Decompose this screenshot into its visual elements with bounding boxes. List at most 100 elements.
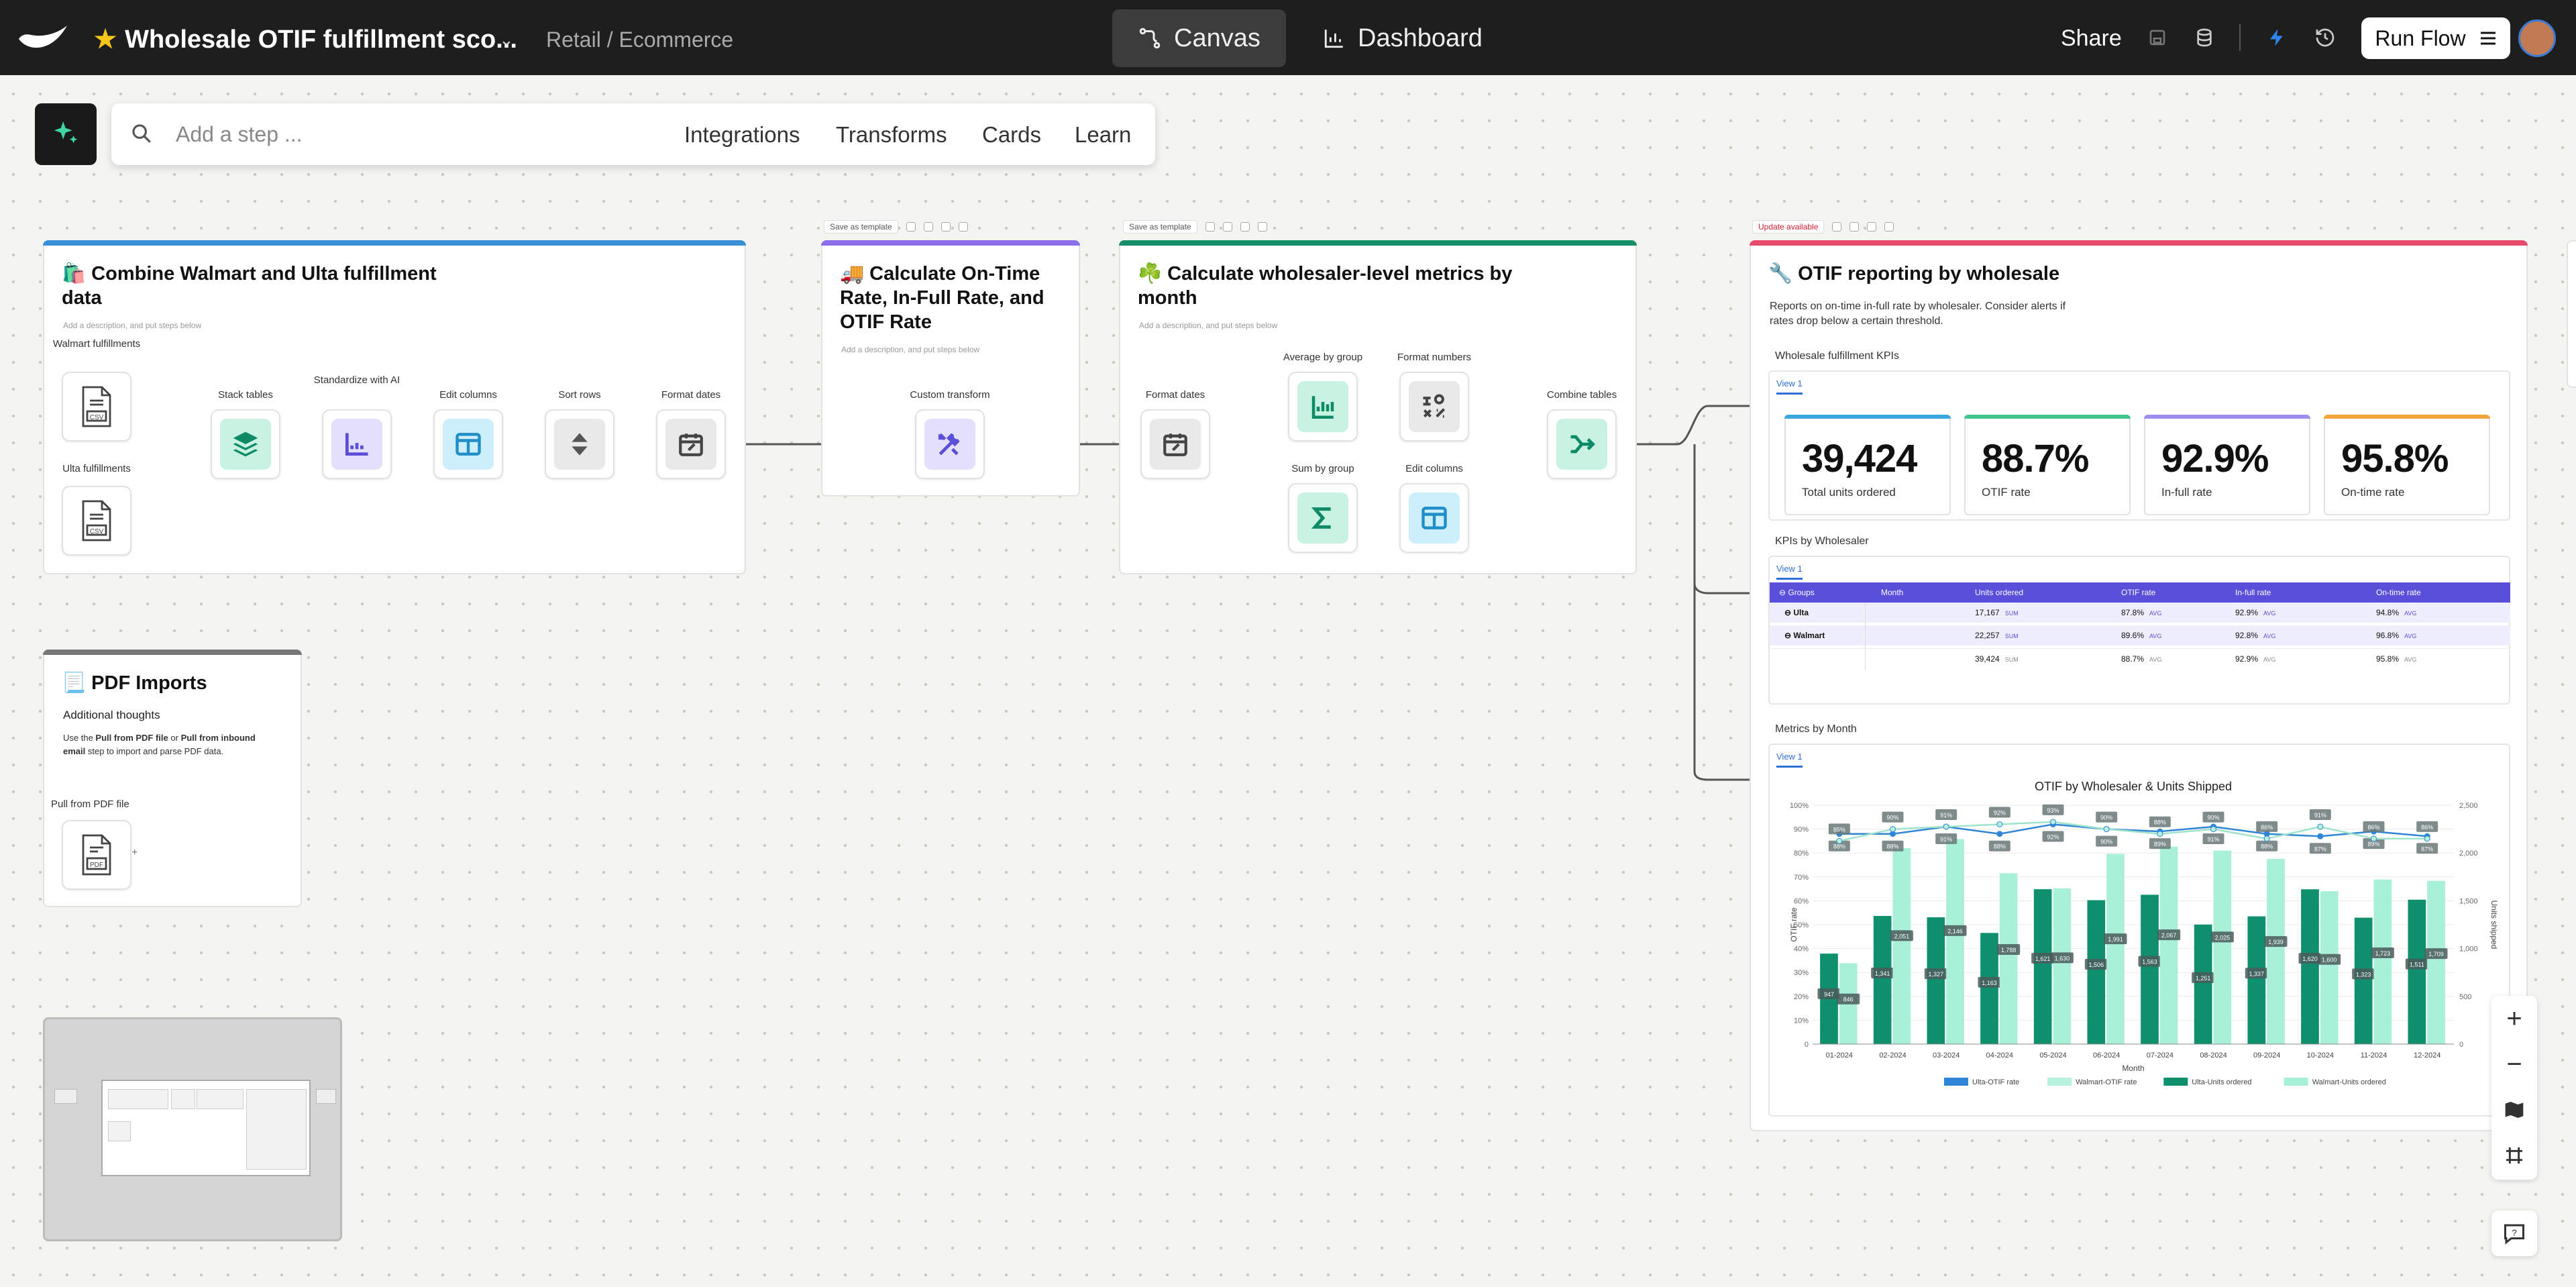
step-format-numbers[interactable] xyxy=(1399,372,1469,442)
chevron-down-icon[interactable]: ⌄ xyxy=(499,30,514,50)
help-button[interactable]: ? xyxy=(2491,1211,2537,1256)
zoom-out-icon[interactable]: − xyxy=(2506,1049,2522,1079)
step-sum-by-group[interactable] xyxy=(1288,483,1358,553)
step-stack-tables[interactable] xyxy=(211,409,280,479)
kpis-title[interactable]: Wholesale fulfillment KPIs xyxy=(1775,350,1899,362)
sigma-icon xyxy=(1297,493,1348,544)
fit-view-icon[interactable] xyxy=(2491,1133,2537,1178)
tool-icon[interactable] xyxy=(906,222,916,231)
column-header[interactable]: OTIF rate xyxy=(2121,588,2156,597)
column-header[interactable]: In-full rate xyxy=(2235,588,2271,597)
step-custom-transform[interactable] xyxy=(915,409,985,479)
card-title[interactable]: 📃 PDF Imports xyxy=(62,672,207,694)
card-description[interactable]: Add a description, and put steps below xyxy=(63,321,202,330)
menu-integrations[interactable]: Integrations xyxy=(684,122,800,147)
palette-icon[interactable] xyxy=(923,222,933,231)
column-header[interactable]: ⊖ Groups xyxy=(1779,588,1815,597)
legend-entry: Walmart-OTIF rate xyxy=(2076,1078,2137,1086)
run-flow-button[interactable]: Run Flow xyxy=(2361,17,2510,59)
kpi-accent xyxy=(1784,415,1951,419)
card-title[interactable]: 🚚 Calculate On-Time Rate, In-Full Rate, a… xyxy=(840,263,1044,333)
menu-cards[interactable]: Cards xyxy=(982,122,1042,147)
chart-title[interactable]: Metrics by Month xyxy=(1775,723,1857,735)
step-average-by-group[interactable] xyxy=(1288,372,1358,442)
bar xyxy=(2141,894,2159,1044)
save-template-button[interactable]: Save as template xyxy=(1123,220,1197,234)
card-title[interactable]: 🔧 OTIF reporting by wholesale xyxy=(1768,263,2060,285)
lightning-icon[interactable] xyxy=(2263,24,2290,51)
column-header[interactable]: Units ordered xyxy=(1975,588,2024,597)
step-walmart-fulfillments[interactable]: CSV xyxy=(62,372,131,442)
map-icon[interactable] xyxy=(2491,1087,2537,1133)
line-point xyxy=(1890,826,1896,833)
step-sort-rows[interactable] xyxy=(545,409,614,479)
trash-icon[interactable] xyxy=(1257,222,1267,231)
step-edit-columns[interactable] xyxy=(1399,483,1469,553)
view-tab[interactable]: View 1 xyxy=(1776,564,1803,580)
card-description[interactable]: Add a description, and put steps below xyxy=(1139,321,1278,330)
save-template-button[interactable]: Save as template xyxy=(824,220,898,234)
kpi-total-units: 39,424 Total units ordered xyxy=(1784,415,1951,515)
step-format-dates[interactable] xyxy=(656,409,726,479)
step-edit-columns[interactable] xyxy=(433,409,503,479)
tab-canvas[interactable]: Canvas xyxy=(1112,9,1286,67)
bar xyxy=(2247,916,2266,1044)
card-otif-reporting[interactable]: 🔧 OTIF reporting by wholesale Reports on… xyxy=(1750,240,2528,1131)
flow-title[interactable]: ★ Wholesale OTIF fulfillment sco... xyxy=(94,25,517,54)
avatar[interactable] xyxy=(2518,19,2556,57)
data-label-bg xyxy=(2309,809,2331,821)
data-label-bg xyxy=(2363,838,2385,850)
data-label: 2,067 xyxy=(2161,932,2177,939)
search-input[interactable]: Add a step ... xyxy=(176,122,303,146)
view-tab[interactable]: View 1 xyxy=(1776,378,1803,395)
history-icon[interactable] xyxy=(2312,24,2339,51)
table-total-row[interactable]: 39,424 SUM 88.7% AVG 92.9% AVG 95.8% AVG xyxy=(1770,648,2510,668)
palette-icon[interactable] xyxy=(1222,222,1232,231)
menu-learn[interactable]: Learn xyxy=(1075,122,1132,147)
copy-icon[interactable] xyxy=(1240,222,1250,231)
table-row[interactable]: ⊖ Walmart 22,257 SUM 89.6% AVG 92.8% AVG 96… xyxy=(1770,625,2510,646)
tab-dashboard[interactable]: Dashboard xyxy=(1297,9,1508,67)
minimap[interactable] xyxy=(43,1017,342,1241)
data-label: 1,788 xyxy=(2001,947,2017,954)
view-tab[interactable]: View 1 xyxy=(1776,752,1803,768)
ai-assistant-button[interactable] xyxy=(35,103,97,165)
column-header[interactable]: Month xyxy=(1881,588,1904,597)
card-wholesaler-metrics[interactable]: ☘️ Calculate wholesaler-level metrics by… xyxy=(1119,240,1637,574)
tool-icon[interactable] xyxy=(1205,222,1215,231)
trash-icon[interactable] xyxy=(958,222,968,231)
card-combine-fulfillment[interactable]: 🛍️ Combine Walmart and Ulta fulfillment d… xyxy=(43,240,746,574)
copy-icon[interactable] xyxy=(941,222,951,231)
kpi-ontime-rate: 95.8% On-time rate xyxy=(2324,415,2490,515)
zoom-in-icon[interactable]: + xyxy=(2506,1003,2522,1033)
step-combine-tables[interactable] xyxy=(1547,409,1617,479)
data-label-bg xyxy=(1828,840,1850,852)
step-format-dates[interactable] xyxy=(1140,409,1210,479)
logo-icon[interactable] xyxy=(16,23,70,57)
trash-icon[interactable] xyxy=(1884,222,1894,231)
data-label: 87% xyxy=(2314,845,2326,852)
breadcrumb[interactable]: Retail / Ecommerce xyxy=(546,28,734,52)
tool-icon[interactable] xyxy=(1832,222,1842,231)
copy-icon[interactable] xyxy=(1867,222,1877,231)
star-icon[interactable]: ★ xyxy=(94,25,117,54)
card-description[interactable]: Add a description, and put steps below xyxy=(841,345,980,354)
menu-transforms[interactable]: Transforms xyxy=(836,122,947,147)
add-step-icon[interactable]: + xyxy=(131,847,138,858)
step-ulta-fulfillments[interactable]: CSV xyxy=(62,486,131,556)
card-title[interactable]: ☘️ Calculate wholesaler-level metrics by… xyxy=(1138,263,1513,309)
update-available-button[interactable]: Update available xyxy=(1752,220,1825,234)
table-row[interactable]: ⊖ Ulta 17,167 SUM 87.8% AVG 92.9% AVG 94.8%… xyxy=(1770,603,2510,623)
bar xyxy=(2159,846,2178,1044)
column-header[interactable]: On-time rate xyxy=(2376,588,2421,597)
step-pull-from-pdf[interactable]: PDF xyxy=(62,820,131,890)
card-description[interactable]: Reports on on-time in-full rate by whole… xyxy=(1770,301,2066,327)
share-button[interactable]: Share xyxy=(2061,25,2122,51)
database-icon[interactable] xyxy=(2191,24,2218,51)
offscreen-card-edge[interactable] xyxy=(2567,240,2576,388)
step-standardize-ai[interactable] xyxy=(322,409,392,479)
table-title[interactable]: KPIs by Wholesaler xyxy=(1775,535,1869,547)
save-icon[interactable] xyxy=(2144,24,2171,51)
palette-icon[interactable] xyxy=(1849,222,1860,231)
card-title[interactable]: 🛍️ Combine Walmart and Ulta fulfillment d… xyxy=(62,263,437,309)
